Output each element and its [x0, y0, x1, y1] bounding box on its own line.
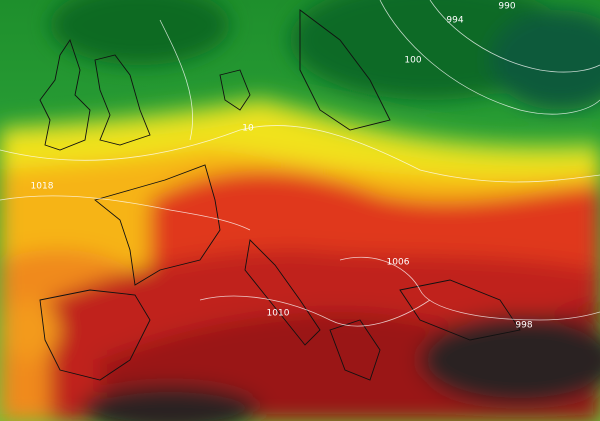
isobar-label: 994	[446, 16, 463, 26]
isobar-label: 1010	[267, 309, 290, 319]
isobar-label: 990	[498, 2, 515, 12]
isobar-labels: 994 990 100 10 1018 1006 1010 998	[31, 2, 533, 331]
isobar-label: 100	[404, 56, 421, 66]
isobar-label: 1018	[31, 182, 54, 192]
isobar-label: 1006	[387, 258, 410, 268]
isobar-label: 10	[242, 124, 254, 134]
coastlines	[39, 9, 521, 381]
isobars	[0, 0, 600, 327]
isobar-label: 998	[515, 321, 532, 331]
